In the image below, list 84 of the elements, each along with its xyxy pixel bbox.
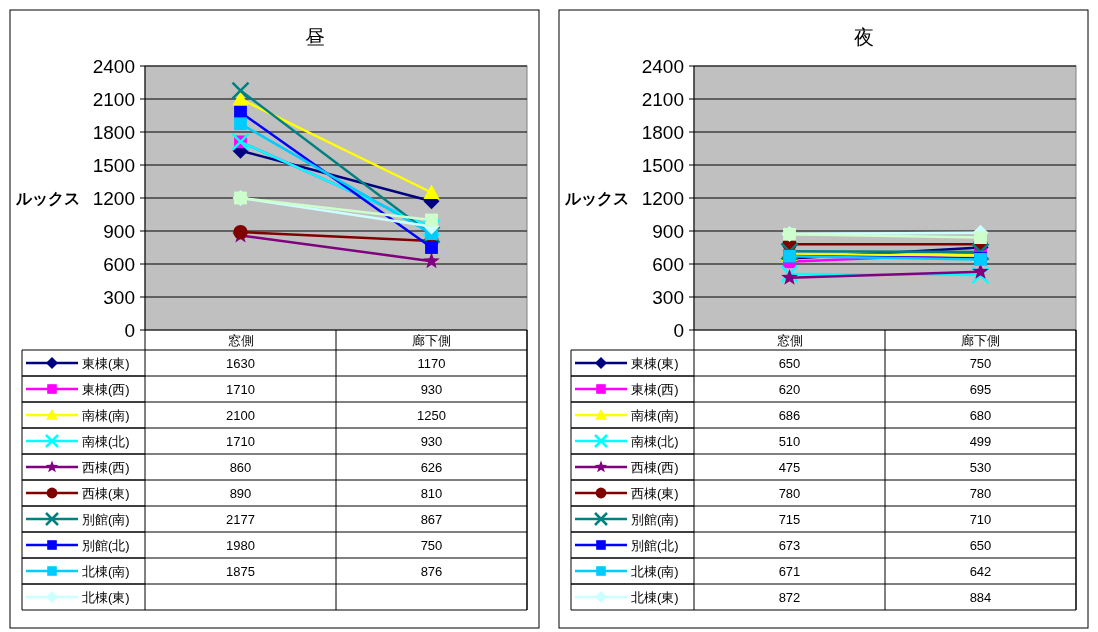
y-tick-label: 1500: [641, 155, 684, 176]
y-tick-label: 0: [124, 320, 135, 341]
legend-label: 西棟(東): [82, 486, 130, 501]
data-label: 876: [420, 564, 443, 579]
y-axis-title: ルックス: [564, 190, 629, 207]
y-tick-label: 2100: [92, 89, 135, 110]
y-tick-label: 1200: [641, 188, 684, 209]
y-tick-label: 0: [673, 320, 684, 341]
data-label: 884: [969, 590, 992, 605]
legend-label: 別館(南): [631, 512, 679, 527]
legend-label: 西棟(東): [631, 486, 679, 501]
data-label: 1630: [226, 356, 255, 371]
chart-title: 夜: [853, 26, 874, 48]
y-tick-label: 600: [103, 254, 135, 275]
y-tick-label: 300: [652, 287, 684, 308]
data-label: 650: [969, 538, 992, 553]
y-tick-label: 1200: [92, 188, 135, 209]
y-axis-title: ルックス: [15, 190, 80, 207]
data-label: 1980: [226, 538, 255, 553]
data-label: 780: [778, 486, 801, 501]
y-tick-label: 900: [103, 221, 135, 242]
data-label: 510: [778, 434, 801, 449]
data-label: 872: [778, 590, 801, 605]
data-label: 2177: [226, 512, 255, 527]
data-label: 620: [778, 382, 801, 397]
y-tick-label: 1800: [641, 122, 684, 143]
y-tick-label: 2400: [641, 56, 684, 77]
legend-label: 東棟(東): [82, 356, 130, 371]
data-label: 715: [778, 512, 801, 527]
data-label: 680: [969, 408, 992, 423]
data-label: 1710: [226, 434, 255, 449]
y-tick-label: 300: [103, 287, 135, 308]
data-label: 626: [420, 460, 443, 475]
legend-label: 東棟(西): [631, 382, 679, 397]
y-tick-label: 2400: [92, 56, 135, 77]
y-tick-label: 1500: [92, 155, 135, 176]
data-label: 650: [778, 356, 801, 371]
legend-label: 西棟(西): [631, 460, 679, 475]
data-label: 750: [969, 356, 992, 371]
data-label: 642: [969, 564, 992, 579]
y-tick-label: 600: [652, 254, 684, 275]
y-tick-label: 1800: [92, 122, 135, 143]
legend-label: 北棟(南): [82, 564, 130, 579]
legend-label: 別館(南): [82, 512, 130, 527]
legend-label: 北棟(東): [82, 590, 130, 605]
data-label: 930: [420, 382, 443, 397]
legend-label: 南棟(南): [82, 408, 130, 423]
data-label: 671: [778, 564, 801, 579]
legend-label: 南棟(南): [631, 408, 679, 423]
data-label: 810: [420, 486, 443, 501]
chart-title: 昼: [304, 26, 325, 48]
data-label: 686: [778, 408, 801, 423]
data-label: 780: [969, 486, 992, 501]
x-tick-label: 窓側: [776, 333, 803, 348]
legend-label: 西棟(西): [82, 460, 130, 475]
legend-label: 北棟(南): [631, 564, 679, 579]
legend-label: 別館(北): [631, 538, 679, 553]
y-tick-label: 2100: [641, 89, 684, 110]
data-label: 867: [420, 512, 443, 527]
data-label: 1875: [226, 564, 255, 579]
legend-label: 東棟(東): [631, 356, 679, 371]
data-label: 890: [229, 486, 252, 501]
x-tick-label: 窓側: [227, 333, 254, 348]
data-label: 930: [420, 434, 443, 449]
legend-label: 北棟(東): [631, 590, 679, 605]
data-label: 475: [778, 460, 801, 475]
legend-label: 南棟(北): [631, 434, 679, 449]
data-label: 1250: [417, 408, 446, 423]
data-label: 1170: [417, 356, 446, 371]
data-label: 750: [420, 538, 443, 553]
data-label: 860: [229, 460, 252, 475]
data-label: 695: [969, 382, 992, 397]
legend-label: 別館(北): [82, 538, 130, 553]
x-tick-label: 廊下側: [961, 333, 1000, 348]
y-tick-label: 900: [652, 221, 684, 242]
x-tick-label: 廊下側: [412, 333, 451, 348]
data-label: 1710: [226, 382, 255, 397]
data-label: 530: [969, 460, 992, 475]
data-label: 710: [969, 512, 992, 527]
data-label: 673: [778, 538, 801, 553]
legend-label: 東棟(西): [82, 382, 130, 397]
legend-label: 南棟(北): [82, 434, 130, 449]
data-label: 2100: [226, 408, 255, 423]
data-label: 499: [969, 434, 992, 449]
